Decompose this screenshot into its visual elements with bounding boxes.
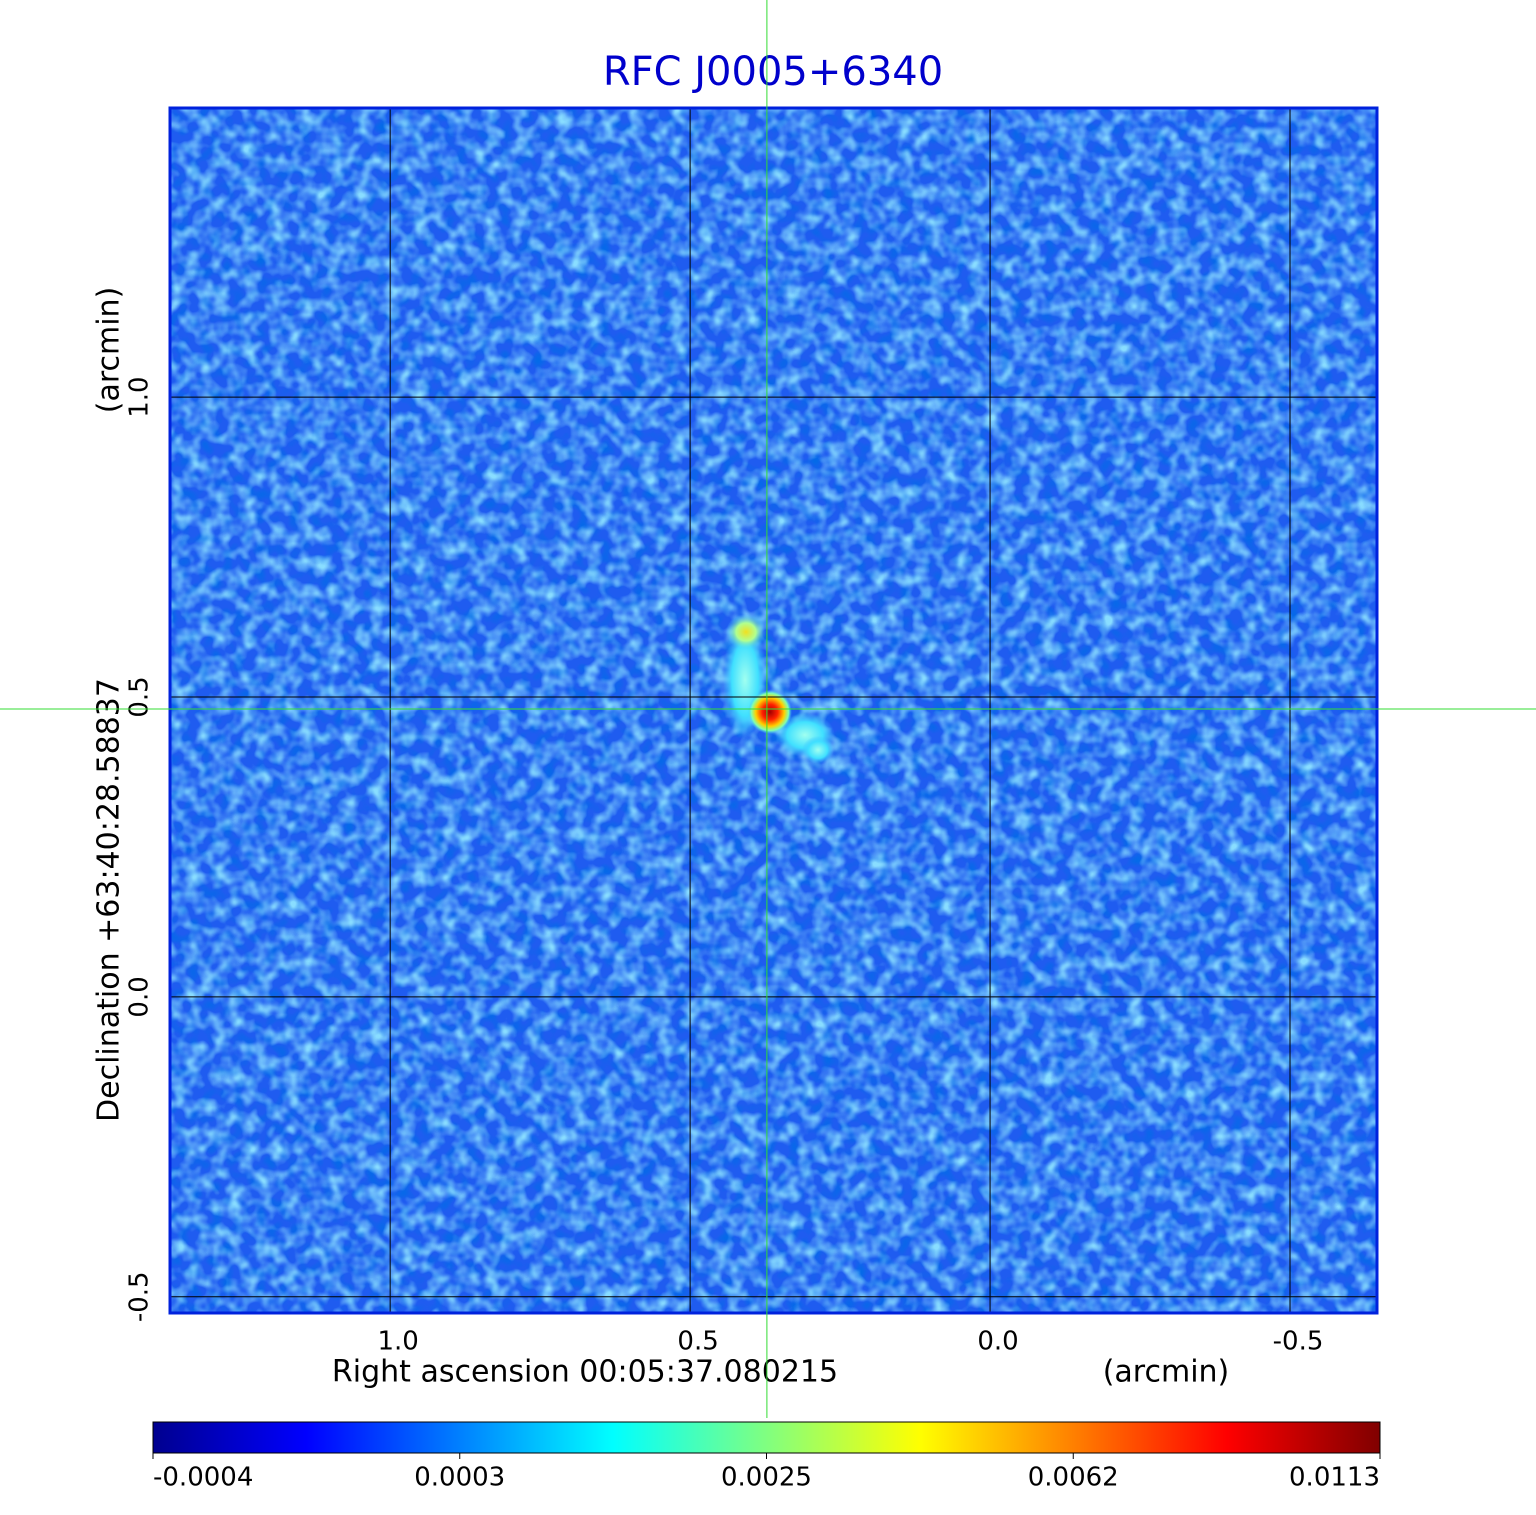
x-axis-unit: (arcmin)	[1103, 1355, 1230, 1390]
y-tick-label: -0.5	[125, 1271, 155, 1322]
chart-title: RFC J0005+6340	[603, 49, 943, 95]
colorbar-tick-label: -0.0004	[153, 1463, 253, 1493]
x-axis-label: Right ascension 00:05:37.080215	[332, 1355, 838, 1390]
colorbar-tick-label: 0.0113	[1289, 1463, 1380, 1493]
source-core	[748, 690, 792, 734]
y-tick-label: 0.5	[125, 676, 155, 717]
colorbar-tick-label: 0.0025	[721, 1463, 812, 1493]
y-axis-label: Declination +63:40:28.58837	[92, 678, 127, 1122]
x-tick-label: 1.0	[377, 1327, 418, 1357]
y-tick-label: 0.0	[125, 976, 155, 1017]
colorbar	[152, 1421, 1381, 1454]
y-axis-unit: (arcmin)	[92, 287, 127, 414]
plot-frame	[168, 106, 1379, 1315]
colorbar-tick-label: 0.0003	[414, 1463, 505, 1493]
source-knot	[726, 614, 766, 650]
image	[170, 108, 1377, 1313]
colorbar-tick-label: 0.0062	[1028, 1463, 1119, 1493]
x-tick-label: 0.0	[977, 1327, 1018, 1357]
x-tick-label: -0.5	[1273, 1327, 1324, 1357]
x-tick-label: 0.5	[677, 1327, 718, 1357]
y-tick-label: 1.0	[125, 376, 155, 417]
grid	[170, 108, 1377, 1313]
source-knot	[802, 736, 834, 764]
